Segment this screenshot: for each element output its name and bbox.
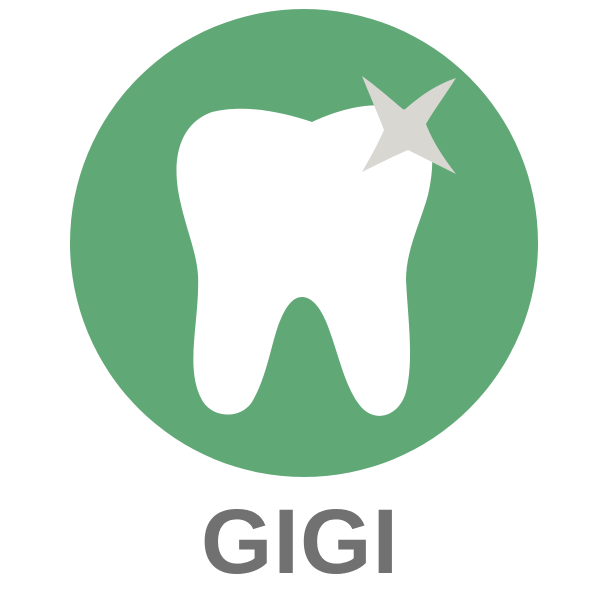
tooth-sparkle-icon xyxy=(0,0,600,500)
brand-name: GIGI xyxy=(0,492,600,592)
